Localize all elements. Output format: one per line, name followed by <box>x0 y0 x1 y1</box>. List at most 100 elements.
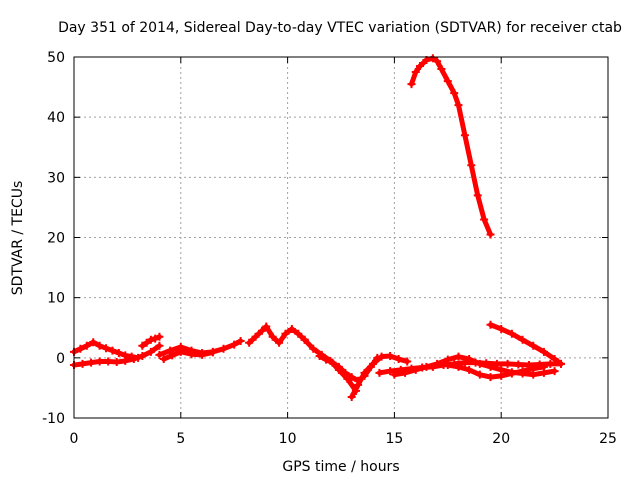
data-point <box>166 346 175 355</box>
data-point <box>507 369 516 378</box>
data-point <box>347 392 356 401</box>
data-point <box>89 338 98 347</box>
data-point <box>480 215 489 224</box>
data-point <box>155 341 164 350</box>
data-point <box>155 350 164 359</box>
data-point <box>433 359 442 368</box>
data-point <box>281 329 290 338</box>
data-point <box>497 371 506 380</box>
data-point <box>546 359 555 368</box>
data-point <box>497 324 506 333</box>
data-point <box>315 352 324 361</box>
data-point <box>460 131 469 140</box>
data-point <box>557 359 566 368</box>
data-point <box>245 338 254 347</box>
data-point <box>275 338 284 347</box>
data-point <box>294 329 303 338</box>
data-point <box>341 368 350 377</box>
data-point <box>347 373 356 382</box>
series-trace-9 <box>347 352 412 401</box>
data-point <box>328 358 337 367</box>
data-point <box>198 350 207 359</box>
data-point <box>394 355 403 364</box>
x-tick-label: 15 <box>385 431 403 447</box>
data-point <box>443 361 452 370</box>
data-point <box>467 161 476 170</box>
series-trace-11 <box>390 352 559 379</box>
x-tick-label: 25 <box>599 431 617 447</box>
y-tick-label: 10 <box>47 291 65 307</box>
data-point <box>433 57 442 66</box>
data-point <box>82 341 91 350</box>
grid-lines <box>74 57 608 418</box>
data-point <box>550 355 559 364</box>
series-trace-13 <box>486 320 566 368</box>
data-point <box>78 359 87 368</box>
x-tick-label: 5 <box>176 431 185 447</box>
series-trace-14 <box>407 54 495 239</box>
data-point <box>155 332 164 341</box>
chart-title: Day 351 of 2014, Sidereal Day-to-day VTE… <box>58 20 622 36</box>
series-line <box>408 55 494 237</box>
series-line <box>246 324 308 346</box>
data-point <box>443 77 452 86</box>
data-point <box>411 68 420 77</box>
data-point <box>251 332 260 341</box>
data-point <box>401 368 410 377</box>
data-point <box>375 368 384 377</box>
data-point <box>87 358 96 367</box>
data-point <box>176 347 185 356</box>
data-point <box>422 362 431 371</box>
data-point <box>142 338 151 347</box>
y-tick-label: 20 <box>47 231 65 247</box>
data-point <box>403 357 412 366</box>
data-point <box>114 349 123 358</box>
data-point <box>454 352 463 361</box>
data-point <box>102 344 111 353</box>
data-point <box>369 359 378 368</box>
data-point <box>475 370 484 379</box>
data-point <box>465 355 474 364</box>
data-point <box>151 334 160 343</box>
data-point <box>76 344 85 353</box>
data-point <box>473 191 482 200</box>
data-point <box>539 347 548 356</box>
data-point <box>428 54 437 63</box>
data-point <box>518 367 527 376</box>
data-point <box>334 362 343 371</box>
data-point <box>187 350 196 359</box>
data-point <box>360 368 369 377</box>
data-point <box>486 230 495 239</box>
x-tick-label: 10 <box>279 431 297 447</box>
data-point <box>236 336 245 345</box>
series-trace-12 <box>443 361 548 382</box>
data-point <box>104 357 113 366</box>
data-point <box>529 341 538 350</box>
data-point <box>411 365 420 374</box>
data-point <box>416 62 425 71</box>
series-trace-6 <box>245 322 309 347</box>
x-tick-label: 20 <box>492 431 510 447</box>
x-tick-label: 0 <box>70 431 79 447</box>
y-axis-label: SDTVAR / TECUs <box>10 181 26 296</box>
series-line <box>391 354 558 378</box>
series-trace-2 <box>70 341 164 370</box>
data-point <box>146 347 155 356</box>
data-point <box>262 322 271 331</box>
data-point <box>475 359 484 368</box>
data-point <box>386 367 395 376</box>
data-point <box>518 335 527 344</box>
y-tick-label: 50 <box>47 50 65 66</box>
data-point <box>146 335 155 344</box>
data-point <box>287 324 296 333</box>
data-point <box>138 352 147 361</box>
data-point <box>257 326 266 335</box>
data-point <box>503 359 512 368</box>
series-trace-3 <box>138 332 164 350</box>
data-point <box>219 344 228 353</box>
data-point <box>486 373 495 382</box>
data-point <box>208 348 217 357</box>
data-point <box>129 355 138 364</box>
data-point <box>507 329 516 338</box>
